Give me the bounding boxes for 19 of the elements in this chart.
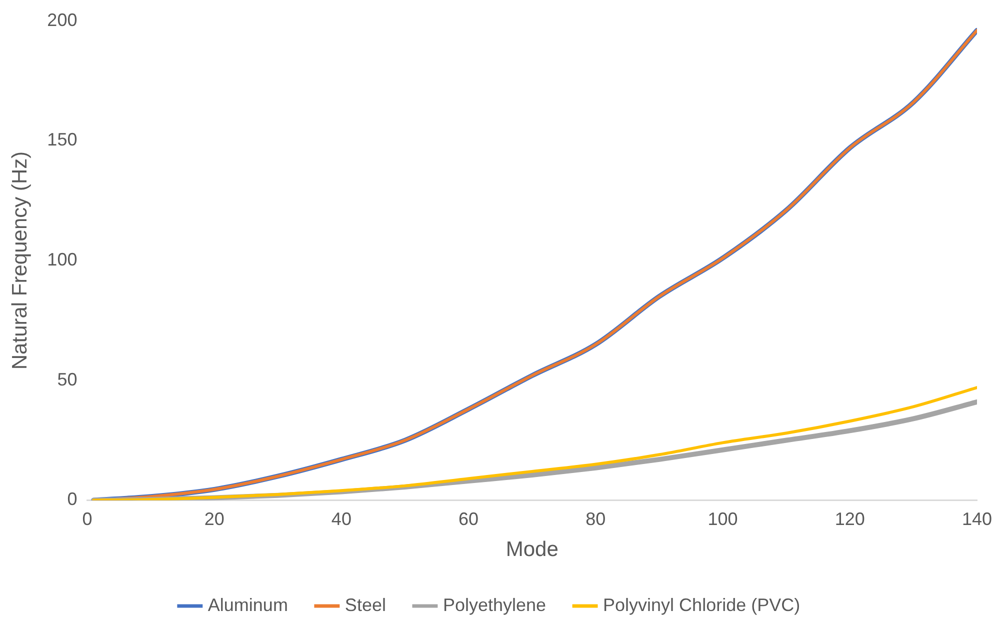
legend-label: Steel	[344, 594, 386, 615]
x-tick-label: 120	[834, 508, 865, 529]
y-axis-title: Natural Frequency (Hz)	[8, 151, 32, 370]
y-tick-label: 0	[67, 489, 78, 510]
x-tick-label: 140	[962, 508, 992, 529]
legend-label: Polyethylene	[442, 594, 546, 615]
legend-label: Polyvinyl Chloride (PVC)	[603, 594, 800, 615]
y-tick-label: 150	[47, 130, 78, 150]
y-tick-label: 50	[57, 369, 78, 390]
y-tick-label: 200	[47, 10, 78, 30]
x-tick-label: 40	[331, 508, 352, 529]
x-tick-label: 0	[82, 508, 92, 529]
legend-label: Aluminum	[208, 594, 288, 615]
x-tick-label: 80	[586, 508, 606, 529]
x-axis-title: Mode	[506, 538, 558, 562]
x-tick-label: 60	[458, 508, 479, 529]
x-tick-label: 100	[708, 508, 738, 529]
y-tick-label: 100	[47, 249, 78, 270]
x-tick-label: 20	[204, 508, 224, 529]
